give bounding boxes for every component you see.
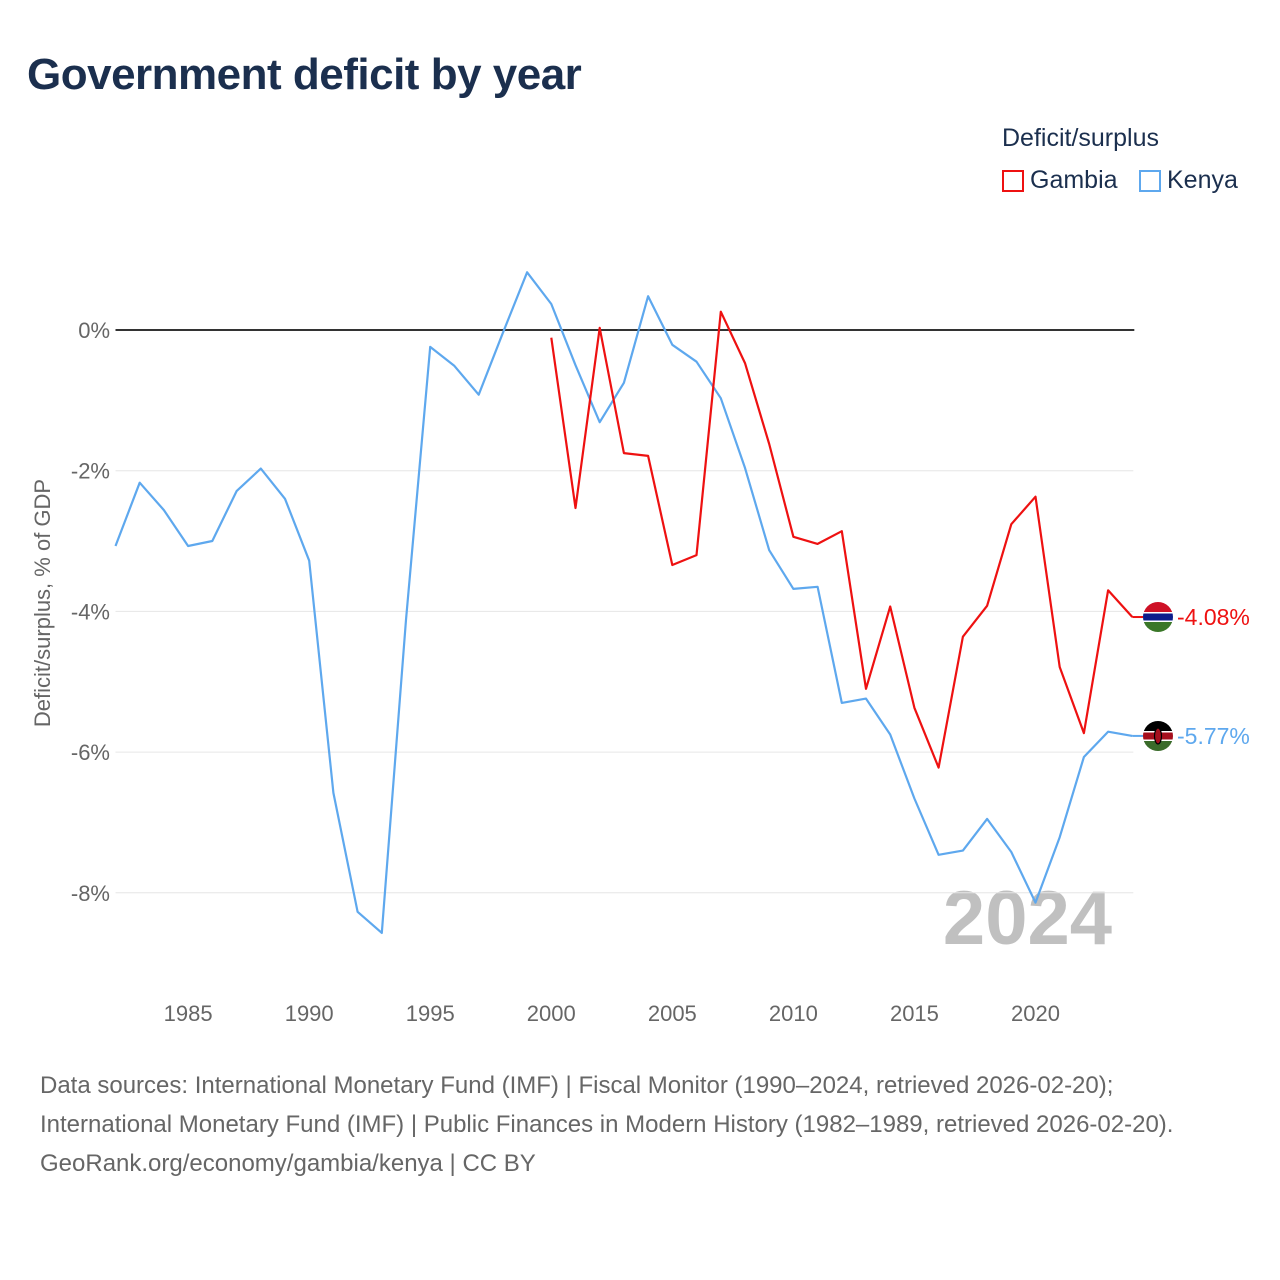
x-tick-label: 1985 <box>164 1001 213 1026</box>
credit-link[interactable]: GeoRank.org/economy/gambia/kenya | CC BY <box>40 1150 536 1177</box>
y-tick-label: -6% <box>71 740 110 765</box>
data-sources: Data sources: International Monetary Fun… <box>40 1072 1174 1138</box>
legend-title: Deficit/surplus <box>1002 124 1159 152</box>
y-tick-label: -4% <box>71 599 110 624</box>
chart-title: Government deficit by year <box>27 50 582 99</box>
y-tick-label: -8% <box>71 881 110 906</box>
footer: Data sources: International Monetary Fun… <box>40 1066 1240 1183</box>
kenya-flag-icon <box>1143 721 1173 751</box>
legend-label: Kenya <box>1167 166 1238 194</box>
legend-label: Gambia <box>1030 166 1118 194</box>
legend-swatch-gambia <box>1002 169 1024 192</box>
y-tick-label: -2% <box>71 459 110 484</box>
x-tick-label: 2005 <box>648 1001 697 1026</box>
series-line-kenya <box>114 271 1133 935</box>
end-value-label-gambia: -4.08% <box>1177 604 1250 630</box>
x-tick-label: 1990 <box>285 1001 334 1026</box>
x-tick-label: 2015 <box>890 1001 939 1026</box>
y-tick-label: 0% <box>78 318 110 343</box>
x-tick-label: 1995 <box>406 1001 455 1026</box>
legend-item-gambia[interactable]: Gambia <box>1002 166 1118 195</box>
x-tick-label: 2000 <box>527 1001 576 1026</box>
x-tick-label: 2010 <box>769 1001 818 1026</box>
legend-item-kenya[interactable]: Kenya <box>1139 166 1238 195</box>
gambia-flag-icon <box>1143 602 1173 632</box>
y-axis-label: Deficit/surplus, % of GDP <box>30 479 55 727</box>
series-line-gambia <box>550 310 1134 769</box>
x-tick-label: 2020 <box>1011 1001 1060 1026</box>
legend-swatch-kenya <box>1139 169 1161 192</box>
year-watermark: 2024 <box>943 876 1112 961</box>
end-value-label-kenya: -5.77% <box>1177 723 1250 749</box>
